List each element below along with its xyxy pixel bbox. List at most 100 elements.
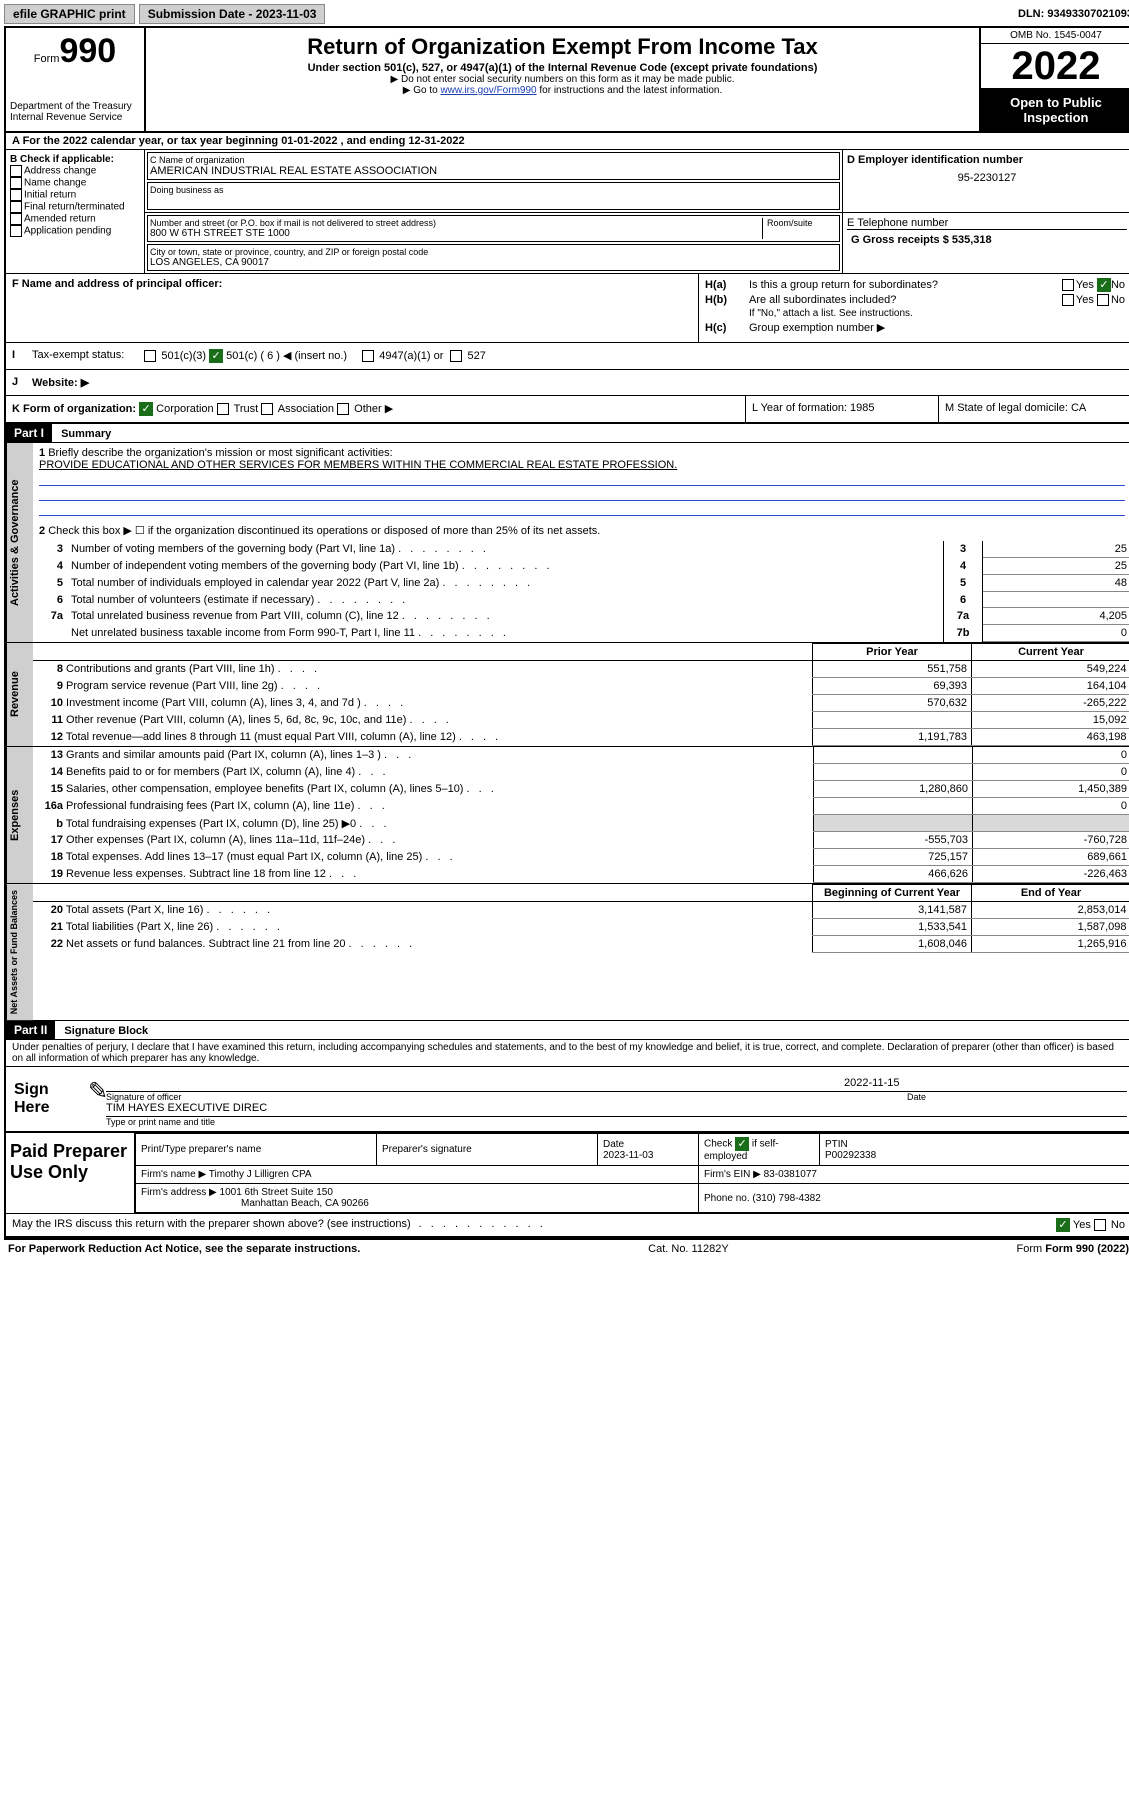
opt-other: Other ▶ [354,403,393,415]
current-value: 0 [973,747,1129,764]
irs-link[interactable]: www.irs.gov/Form990 [440,85,536,96]
hb-note: If "No," attach a list. See instructions… [705,308,1125,319]
checkbox-4947[interactable] [362,350,374,362]
date-label: Date [907,1092,1127,1102]
m-state-domicile: M State of legal domicile: CA [938,396,1129,422]
hb-label: H(b) [705,294,745,306]
firm-addr-label: Firm's address ▶ [141,1187,217,1198]
prior-value: -555,703 [814,832,973,849]
row-value: 0 [983,625,1129,642]
label-final-return: Final return/terminated [24,202,125,213]
declaration-text: Under penalties of perjury, I declare th… [6,1040,1129,1066]
row-box: 4 [944,558,983,575]
may-irs-yes-checkbox[interactable]: ✓ [1056,1218,1070,1232]
paid-preparer-label: Paid Preparer Use Only [6,1133,135,1213]
k-form-org-label: K Form of organization: [12,403,136,415]
row-value: 25 [983,558,1129,575]
f-officer-label: F Name and address of principal officer: [12,278,222,290]
ha-yes-checkbox[interactable] [1062,279,1074,291]
checkbox-501c[interactable]: ✓ [209,349,223,363]
hb-no-checkbox[interactable] [1097,294,1109,306]
omb-number: OMB No. 1545-0047 [981,28,1129,44]
label-amended: Amended return [24,214,96,225]
label-app-pending: Application pending [24,226,111,237]
checkbox-trust[interactable] [217,403,229,415]
prior-year-header: Prior Year [813,644,972,661]
row-label: 14 Benefits paid to or for members (Part… [33,764,814,781]
q1-label: Briefly describe the organization's miss… [48,447,392,459]
j-label: J [12,376,32,389]
form-subtitle: Under section 501(c), 527, or 4947(a)(1)… [156,62,969,74]
prior-value: 725,157 [814,849,973,866]
d-ein-label: D Employer identification number [847,154,1127,166]
footer-paperwork: For Paperwork Reduction Act Notice, see … [8,1243,360,1255]
current-value: 164,104 [972,678,1129,695]
form-header: Form990 Department of the Treasury Inter… [6,28,1129,133]
checkbox-amended[interactable] [10,213,22,225]
prior-value: 570,632 [813,695,972,712]
boy-value: 1,533,541 [813,919,972,936]
vtab-expenses: Expenses [6,747,33,883]
checkbox-other[interactable] [337,403,349,415]
checkbox-initial-return[interactable] [10,189,22,201]
prior-value [814,764,973,781]
e-tel-label: E Telephone number [847,217,1127,229]
current-value: 689,661 [973,849,1129,866]
eoy-value: 1,587,098 [972,919,1129,936]
sig-officer-label: Signature of officer [106,1092,907,1102]
checkbox-association[interactable] [261,403,273,415]
efile-print-button[interactable]: efile GRAPHIC print [4,4,135,24]
row-label: Total number of individuals employed in … [67,575,944,592]
opt-4947: 4947(a)(1) or [379,350,443,362]
sign-here-label: Sign Here [10,1071,88,1127]
boy-value: 3,141,587 [813,902,972,919]
row-num: 4 [33,558,67,575]
boy-value: 1,608,046 [813,936,972,953]
tax-exempt-label: Tax-exempt status: [32,349,124,363]
form-container: Form990 Department of the Treasury Inter… [4,26,1129,1238]
may-irs-no-checkbox[interactable] [1094,1219,1106,1231]
opt-corp: Corporation [156,403,213,415]
hb-yes-checkbox[interactable] [1062,294,1074,306]
row-label: 20 Total assets (Part X, line 16) . . . … [33,902,813,919]
submission-date-button[interactable]: Submission Date - 2023-11-03 [139,4,326,24]
label-name-change: Name change [24,178,86,189]
row-label: 13 Grants and similar amounts paid (Part… [33,747,814,764]
hc-label: H(c) [705,322,745,334]
checkbox-name-change[interactable] [10,177,22,189]
checkbox-corporation[interactable]: ✓ [139,402,153,416]
checkbox-app-pending[interactable] [10,225,22,237]
checkbox-501c3[interactable] [144,350,156,362]
ptin-label: PTIN [825,1139,848,1150]
checkbox-address-change[interactable] [10,165,22,177]
firm-ein: 83-0381077 [764,1169,817,1180]
checkbox-527[interactable] [450,350,462,362]
row-label: Net unrelated business taxable income fr… [67,625,944,642]
form-word: Form [34,53,60,65]
row-label: 11 Other revenue (Part VIII, column (A),… [33,712,813,729]
prior-value: 69,393 [813,678,972,695]
ha-label: H(a) [705,279,745,291]
footer-cat-no: Cat. No. 11282Y [648,1243,729,1255]
self-employed-checkbox[interactable]: ✓ [735,1137,749,1151]
current-year-header: Current Year [972,644,1129,661]
room-suite-label: Room/suite [762,218,837,239]
block-b-check-applicable: B Check if applicable: Address change Na… [6,150,145,273]
ha-no-checkbox[interactable]: ✓ [1097,278,1111,292]
g-gross-receipts: G Gross receipts $ 535,318 [847,229,1127,250]
current-value: 0 [973,764,1129,781]
row-label: Total number of volunteers (estimate if … [67,592,944,608]
officer-name: TIM HAYES EXECUTIVE DIREC [106,1102,1127,1117]
note-goto-pre: ▶ Go to [403,85,441,96]
addr-label: Number and street (or P.O. box if mail i… [150,218,762,228]
opt-assoc: Association [278,403,334,415]
row-box: 7b [944,625,983,642]
checkbox-final-return[interactable] [10,201,22,213]
row-label: 8 Contributions and grants (Part VIII, l… [33,661,813,678]
row-box: 6 [944,592,983,608]
opt-527: 527 [468,350,486,362]
officer-title-label: Type or print name and title [106,1117,1127,1127]
row-label: 16a Professional fundraising fees (Part … [33,798,814,815]
current-value: 463,198 [972,729,1129,746]
org-name: AMERICAN INDUSTRIAL REAL ESTATE ASSOOCIA… [150,165,837,177]
